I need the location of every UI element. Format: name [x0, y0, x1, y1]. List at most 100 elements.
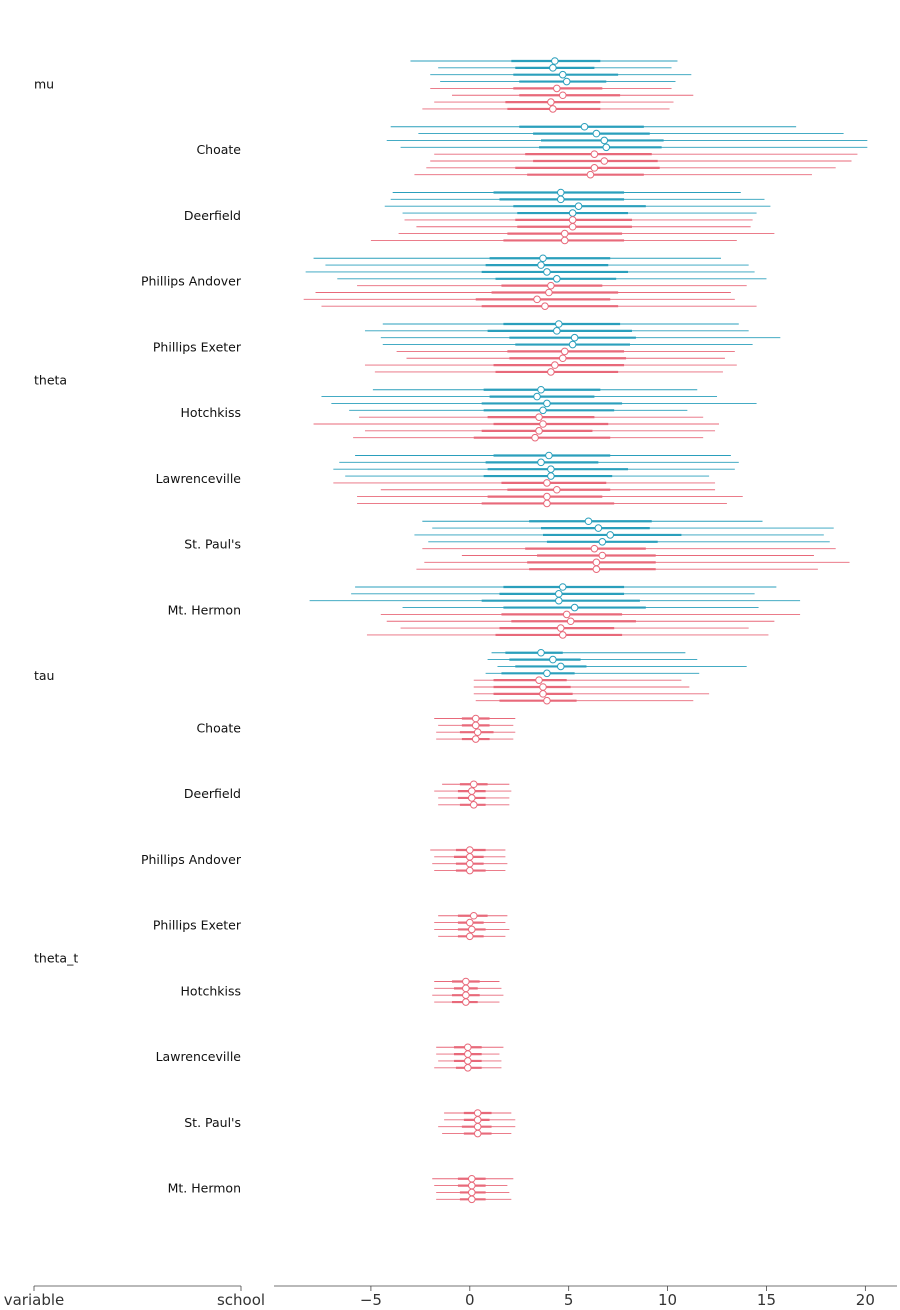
- mean-point: [467, 1174, 476, 1183]
- mean-point: [537, 648, 545, 657]
- mean-point: [473, 1109, 482, 1117]
- mean-point: [556, 662, 565, 671]
- x-tick-label: 0: [465, 1291, 475, 1309]
- mean-point: [539, 690, 547, 698]
- mean-point: [560, 229, 569, 238]
- mean-point: [543, 492, 551, 501]
- mean-point: [556, 195, 565, 204]
- school-label: Phillips Exeter: [153, 918, 242, 933]
- school-column-label: school: [217, 1291, 265, 1309]
- mean-point: [464, 1064, 472, 1072]
- mean-point: [558, 583, 567, 591]
- mean-point: [547, 368, 555, 376]
- mean-point: [467, 1181, 476, 1190]
- mean-point: [562, 610, 571, 619]
- mean-point: [531, 433, 539, 442]
- variable-column-label: variable: [4, 1291, 65, 1309]
- mean-point: [558, 631, 567, 639]
- mean-point: [466, 918, 474, 927]
- mean-point: [535, 413, 543, 421]
- x-tick-label: 5: [564, 1291, 574, 1309]
- mean-point: [547, 472, 555, 480]
- mean-point: [464, 1043, 472, 1052]
- mean-point: [549, 105, 557, 113]
- mean-point: [547, 281, 555, 290]
- mean-point: [535, 427, 543, 435]
- mean-point: [562, 77, 571, 86]
- mean-point: [553, 485, 561, 494]
- x-tick-label: 20: [856, 1291, 875, 1309]
- school-label: Phillips Andover: [141, 274, 242, 289]
- mean-point: [553, 84, 561, 93]
- mean-point: [549, 655, 557, 664]
- mean-point: [553, 275, 561, 283]
- mean-point: [464, 1057, 472, 1065]
- mean-point: [602, 143, 611, 152]
- x-axis: −5 0 5 10 15 20: [274, 1285, 897, 1309]
- mean-point: [539, 254, 547, 263]
- mean-point: [462, 977, 470, 986]
- mean-point: [471, 714, 480, 723]
- mean-point: [594, 524, 603, 532]
- mean-point: [600, 136, 609, 145]
- mean-point: [592, 129, 601, 138]
- plot-area: [303, 57, 868, 1204]
- school-label: Choate: [196, 720, 241, 735]
- mean-point: [543, 268, 551, 276]
- x-tick-label: 15: [757, 1291, 776, 1309]
- school-label: Phillips Andover: [141, 852, 242, 867]
- mean-point: [574, 202, 583, 210]
- mean-point: [560, 236, 569, 245]
- mean-point: [553, 327, 561, 335]
- mean-point: [551, 361, 559, 369]
- variable-label: theta: [34, 372, 67, 387]
- school-label: Phillips Exeter: [153, 339, 242, 354]
- mean-point: [537, 261, 545, 269]
- school-label: Hotchkiss: [181, 405, 241, 420]
- mean-point: [537, 458, 545, 467]
- mean-point: [471, 721, 480, 730]
- mean-point: [555, 590, 563, 598]
- mean-point: [568, 340, 577, 349]
- mean-point: [547, 465, 555, 474]
- mean-point: [467, 794, 476, 802]
- mean-point: [558, 354, 567, 363]
- mean-point: [543, 696, 551, 705]
- mean-point: [592, 558, 601, 567]
- school-label: Mt. Hermon: [168, 1181, 241, 1196]
- mean-point: [560, 347, 569, 356]
- school-label: Deerfield: [184, 208, 241, 223]
- mean-point: [590, 544, 599, 553]
- mean-point: [592, 565, 601, 574]
- mean-point: [545, 288, 553, 297]
- mean-point: [539, 420, 547, 428]
- mean-point: [543, 499, 551, 508]
- row-labels: mu Choate Deerfield Phillips Andover Phillip…: [34, 76, 242, 1195]
- mean-point: [466, 853, 474, 861]
- mean-point: [586, 170, 595, 179]
- mean-point: [568, 222, 577, 231]
- mean-point: [467, 787, 476, 795]
- mean-point: [471, 735, 480, 743]
- mean-point: [537, 385, 545, 394]
- mean-point: [543, 479, 551, 487]
- mean-point: [462, 984, 470, 993]
- mean-point: [543, 399, 551, 408]
- mean-point: [558, 91, 567, 100]
- mean-point: [467, 925, 476, 934]
- school-label: Lawrenceville: [156, 1049, 242, 1064]
- mean-point: [539, 683, 547, 691]
- mean-point: [566, 617, 575, 626]
- mean-point: [568, 209, 577, 217]
- mean-point: [584, 517, 593, 526]
- mean-point: [469, 780, 478, 789]
- mean-point: [467, 1188, 476, 1197]
- x-tick-label: −5: [360, 1291, 382, 1309]
- mean-point: [535, 676, 543, 684]
- mean-point: [543, 669, 551, 678]
- mean-point: [462, 998, 470, 1006]
- mean-point: [558, 70, 567, 79]
- mean-point: [555, 596, 563, 605]
- mean-point: [466, 859, 474, 868]
